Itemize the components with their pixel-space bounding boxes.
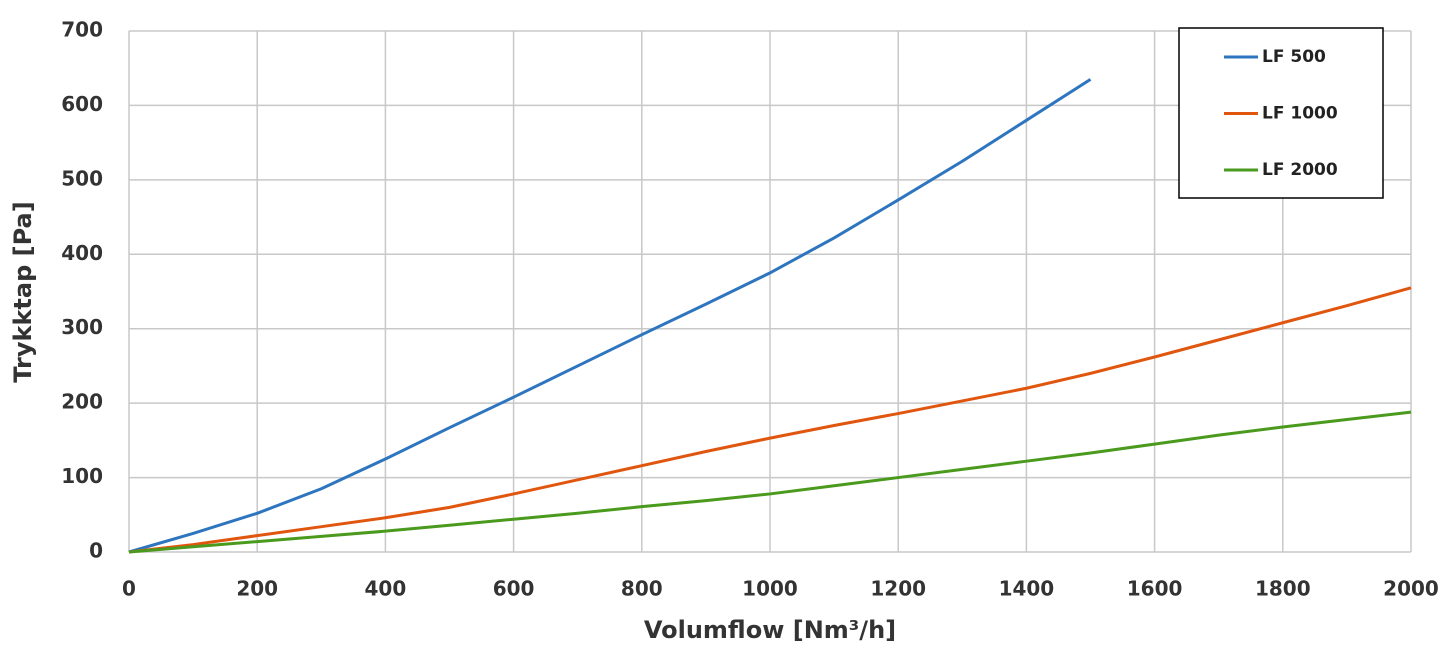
x-tick-label: 1400 [999, 577, 1055, 601]
x-tick-label: 0 [122, 577, 136, 601]
legend-label: LF 1000 [1262, 104, 1338, 124]
y-tick-label: 100 [61, 464, 103, 488]
y-tick-label: 200 [61, 390, 103, 414]
x-tick-label: 1200 [870, 577, 926, 601]
legend-label: LF 500 [1262, 47, 1326, 67]
x-tick-label: 600 [493, 577, 535, 601]
y-tick-label: 600 [61, 92, 103, 116]
legend-label: LF 2000 [1262, 160, 1338, 180]
x-axis-title: Volumflow [Nm³/h] [644, 616, 896, 644]
x-tick-label: 1000 [742, 577, 798, 601]
x-tick-label: 200 [236, 577, 278, 601]
y-tick-label: 0 [89, 539, 103, 563]
y-axis-title: Trykktap [Pa] [9, 201, 37, 382]
series-line [128, 78, 1092, 554]
x-tick-label: 800 [621, 577, 663, 601]
y-tick-label: 400 [61, 241, 103, 265]
y-tick-label: 700 [61, 18, 103, 42]
series-line [128, 410, 1412, 554]
x-tick-label: 2000 [1383, 577, 1439, 601]
y-tick-label: 300 [61, 315, 103, 339]
x-tick-label: 400 [365, 577, 407, 601]
y-tick-label: 500 [61, 166, 103, 190]
x-tick-label: 1800 [1255, 577, 1311, 601]
x-tick-label: 1600 [1127, 577, 1183, 601]
series-line [128, 286, 1412, 554]
legend-box [1178, 27, 1384, 199]
